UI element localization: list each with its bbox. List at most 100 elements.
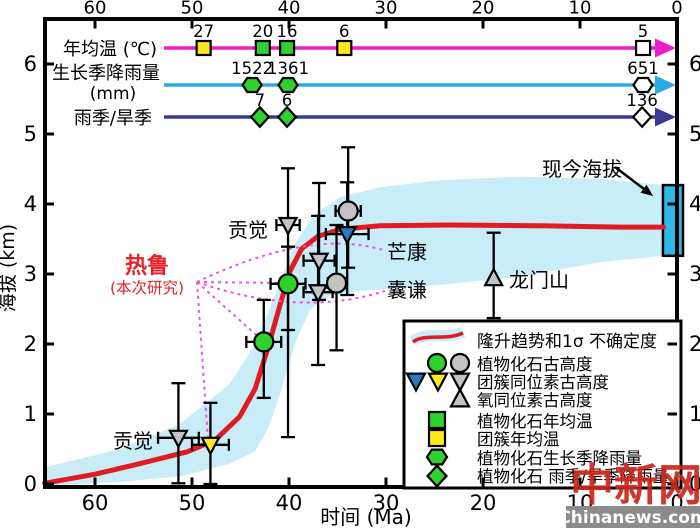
legend-box: 隆升趋势和1σ 不确定度 植物化石古高度 团簇同位素古高度 氧同位素古高度 植物… — [402, 319, 683, 490]
indicator-marker — [241, 76, 263, 94]
left-tick-label: 3 — [24, 262, 37, 286]
indicator-marker — [195, 39, 212, 57]
indicator-value: 1361 — [267, 59, 309, 78]
paleo-point — [337, 200, 359, 222]
legend-marker — [426, 352, 448, 374]
indicator-marker — [254, 39, 271, 57]
indicator-value: 136 — [626, 91, 658, 110]
left-tick-label: 1 — [24, 402, 37, 426]
present-elevation-rect — [661, 183, 685, 258]
legend-marker — [427, 410, 447, 430]
present-elevation-arrow — [614, 166, 645, 190]
present-elevation-callout: 现今海拔 — [542, 157, 653, 196]
legend-label-clumped-mat: 团簇年均温 — [477, 430, 560, 449]
site-label-longmenshan: 龙门山 — [509, 268, 569, 292]
leader-line — [196, 281, 287, 284]
indicator-marker — [631, 105, 653, 129]
legend-marker — [449, 387, 471, 408]
site-label-gongjue-lower: 贡觉 — [113, 429, 153, 453]
legend-marker — [425, 448, 449, 466]
leader-line — [196, 281, 209, 441]
indicator-value: 20 — [252, 22, 273, 41]
paleo-point — [253, 331, 275, 353]
indicator-marker — [336, 39, 353, 57]
left-tick-label: 5 — [24, 122, 37, 146]
watermark: 中新网 Chinanews.com — [558, 460, 700, 528]
right-tick-label: 5 — [689, 122, 700, 146]
indicator-marker — [634, 39, 652, 57]
present-elevation-label: 现今海拔 — [542, 157, 622, 181]
top-tick-label: 60 — [84, 0, 107, 19]
uncertainty-band — [44, 176, 664, 487]
indicator-marker — [632, 76, 654, 94]
indicator-value: 1522 — [231, 59, 273, 78]
indicator-marker — [276, 105, 298, 129]
watermark-banner — [566, 506, 700, 528]
indicator-value: 6 — [339, 22, 350, 41]
right-tick-label: 4 — [689, 192, 700, 216]
x-axis-title: 时间 (Ma) — [320, 505, 411, 529]
top-tick-label: 50 — [181, 0, 204, 19]
site-label-gongjue-upper: 贡觉 — [228, 218, 268, 242]
indicator-value: 7 — [255, 91, 266, 110]
left-tick-label: 4 — [24, 192, 37, 216]
site-label-mangkang: 芒康 — [387, 240, 427, 264]
paleo-data-points — [156, 146, 505, 486]
indicator-value: 651 — [627, 59, 659, 78]
legend-swatches — [405, 326, 471, 488]
legend-frame — [402, 319, 683, 490]
top-tick-label: 40 — [278, 0, 301, 19]
top-tick-label: 0 — [671, 0, 682, 19]
legend-label-plant-wetdry: 植物化石 雨季/旱季降雨量 — [477, 467, 669, 486]
indicator-marker — [249, 105, 271, 129]
right-tick-label: 0 — [689, 472, 700, 496]
indicator-marker — [278, 39, 296, 57]
row-label-wetdry: 雨季/旱季 — [74, 108, 152, 129]
indicator-marker — [277, 76, 299, 94]
right-tick-label: 3 — [689, 262, 700, 286]
bottom-tick-label: 60 — [82, 491, 109, 515]
leader-line — [196, 281, 264, 342]
indicator-value: 5 — [638, 22, 649, 41]
present-elevation-arrowhead — [640, 184, 653, 196]
legend-label-plant-mat: 植物化石年均温 — [477, 412, 593, 431]
legend-label-plant-rain: 植物化石生长季降雨量 — [477, 449, 642, 468]
paleo-point — [483, 266, 505, 287]
right-tick-label: 2 — [689, 332, 700, 356]
indicator-row-0: 27 20 16 6 5 — [164, 22, 676, 58]
site-label-relu: 热鲁 — [125, 253, 169, 279]
indicator-arrowhead — [655, 107, 676, 127]
indicator-arrowhead — [655, 38, 676, 58]
indicator-value: 27 — [193, 22, 214, 41]
legend-curve-swatch — [411, 331, 464, 344]
leader-curve — [196, 242, 384, 283]
leader-curve — [196, 281, 386, 304]
right-tick-label: 1 — [689, 402, 700, 426]
left-tick-label: 6 — [24, 52, 37, 76]
row-label-mat: 年均温 (℃) — [63, 39, 157, 60]
indicator-value: 6 — [282, 91, 293, 110]
legend-label-clumped-paleoelev: 团簇同位素古高度 — [477, 373, 609, 392]
legend-marker — [426, 464, 448, 488]
left-tick-label: 0 — [24, 472, 37, 496]
row-label-rain-unit: (mm) — [90, 84, 136, 104]
legend-marker — [449, 352, 471, 374]
top-tick-label: 10 — [569, 0, 592, 19]
paleo-point — [277, 216, 299, 237]
y-axis-title: 海拔 (km) — [0, 224, 19, 312]
paleo-point — [200, 436, 221, 457]
legend-marker — [405, 372, 427, 393]
leader-lines — [196, 242, 386, 441]
indicator-row-2: 7 6 136 — [164, 91, 676, 129]
legend-marker — [449, 372, 471, 393]
paleo-point — [307, 284, 329, 304]
present-elevation-bar — [661, 183, 685, 258]
watermark-site: Chinanews.com — [558, 508, 700, 528]
paleo-point — [336, 226, 358, 246]
legend-marker — [427, 372, 449, 393]
bottom-tick-label: 50 — [179, 491, 206, 515]
